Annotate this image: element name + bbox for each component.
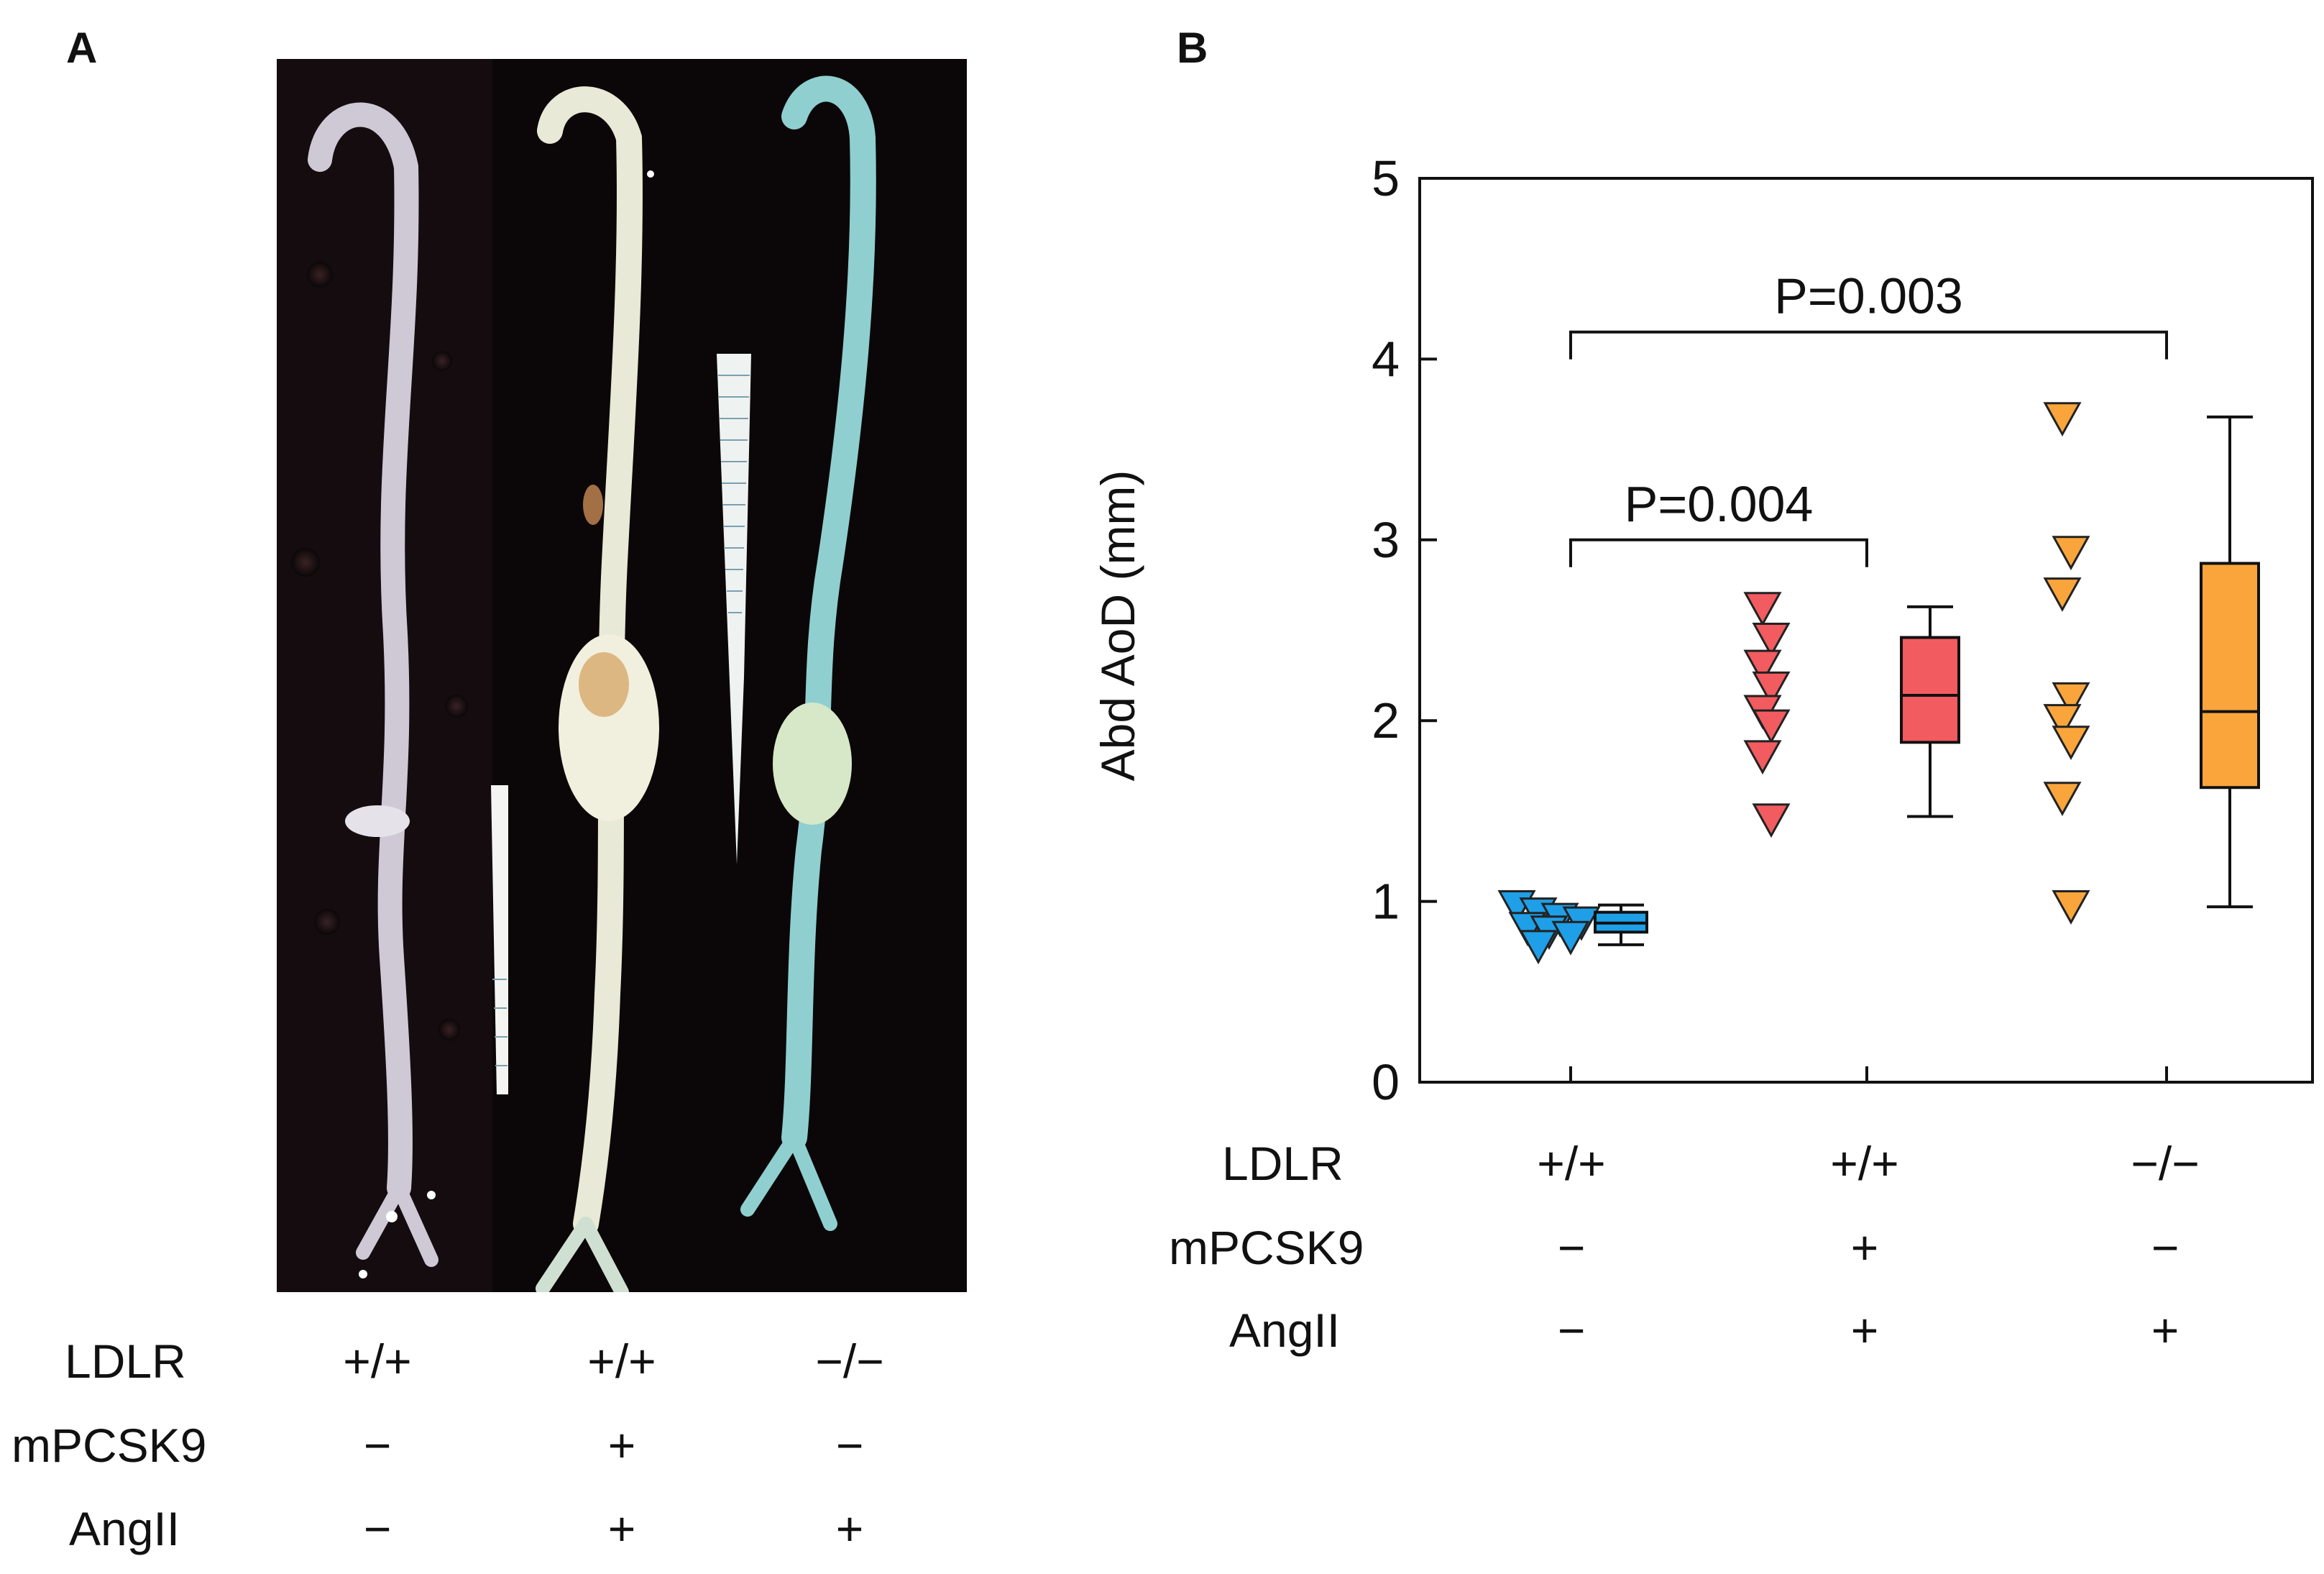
chart-group-3-mpcsk9: − [2151, 1221, 2180, 1274]
aorta-specimen-1 [308, 102, 438, 1267]
chart-group-2-ldlr: +/+ [1830, 1137, 1899, 1190]
chart-group-3-ldlr: −/− [2131, 1137, 2200, 1190]
group-2-point-3 [1743, 649, 1782, 685]
group-2-box [1900, 636, 1960, 744]
y-tick-label-0: 0 [1372, 1054, 1400, 1110]
group-1-point-7 [1551, 920, 1590, 956]
chart-group-1-ldlr: +/+ [1537, 1137, 1606, 1190]
photo-group-1-ldlr: +/+ [343, 1335, 412, 1388]
chart-row-label-mpcsk9: mPCSK9 [1169, 1221, 1364, 1274]
group-3-point-6 [2052, 726, 2090, 761]
aorta-specimen-3 [740, 76, 876, 1231]
photo-group-3-angii: + [835, 1502, 864, 1555]
photo-group-2-ldlr: +/+ [587, 1335, 656, 1388]
chart-row-label-angii: AngII [1229, 1304, 1341, 1357]
chart-group-2-mpcsk9: + [1850, 1221, 1879, 1274]
y-tick-label-2: 2 [1372, 692, 1400, 749]
group-3-point-5 [2043, 704, 2082, 738]
aorta-photo-illustration [277, 59, 967, 1292]
group-3-point-7 [2043, 782, 2082, 816]
ruler-strip-left [491, 785, 508, 1094]
chart-group-1-mpcsk9: − [1557, 1221, 1586, 1274]
group-3-point-8 [2052, 890, 2090, 925]
group-1-point-8 [1519, 930, 1558, 965]
group-3-point-4 [2052, 682, 2090, 717]
aorta-photograph [277, 59, 967, 1292]
chart-group-1-angii: − [1557, 1304, 1586, 1357]
group-2-point-2 [1752, 622, 1791, 657]
group-3-point-2 [2052, 536, 2090, 571]
photo-group-3-ldlr: −/− [815, 1335, 884, 1388]
photo-group-3-mpcsk9: − [835, 1419, 864, 1472]
chart-group-2-angii: + [1850, 1304, 1879, 1357]
photo-row-label-mpcsk9: mPCSK9 [12, 1419, 207, 1472]
group-3-point-3 [2043, 577, 2082, 612]
photo-group-1-angii: − [363, 1502, 392, 1555]
y-tick-label-4: 4 [1372, 331, 1400, 387]
panel-a-letter: A [66, 24, 98, 72]
significance-bracket-1 [1569, 538, 1868, 567]
group-2-point-4 [1752, 671, 1791, 706]
group-3-point-1 [2043, 402, 2082, 437]
y-tick-label-3: 3 [1372, 512, 1400, 568]
chart-row-label-ldlr: LDLR [1222, 1137, 1344, 1190]
group-2-point-6 [1752, 709, 1791, 744]
group-2-point-8 [1752, 803, 1791, 838]
y-tick-label-5: 5 [1372, 150, 1400, 206]
photo-group-2-angii: + [607, 1502, 636, 1555]
chart-group-3-angii: + [2151, 1304, 2180, 1357]
photo-row-label-ldlr: LDLR [65, 1335, 186, 1388]
significance-label-2: P=0.003 [1774, 268, 1963, 324]
significance-bracket-2 [1569, 330, 2168, 360]
photo-group-1-mpcsk9: − [363, 1419, 392, 1472]
ruler-strip-right [717, 354, 751, 864]
photo-row-label-angii: AngII [69, 1502, 180, 1555]
y-axis-label: Abd AoD (mm) [1091, 470, 1144, 782]
significance-label-1: P=0.004 [1625, 476, 1814, 532]
group-3-box [2200, 562, 2260, 790]
y-tick-label-1: 1 [1372, 874, 1400, 930]
aorta-specimen-2 [536, 86, 659, 1292]
group-2-point-7 [1743, 740, 1782, 775]
panel-b-letter: B [1177, 24, 1208, 72]
photo-group-2-mpcsk9: + [607, 1419, 636, 1472]
group-2-point-1 [1743, 592, 1782, 627]
